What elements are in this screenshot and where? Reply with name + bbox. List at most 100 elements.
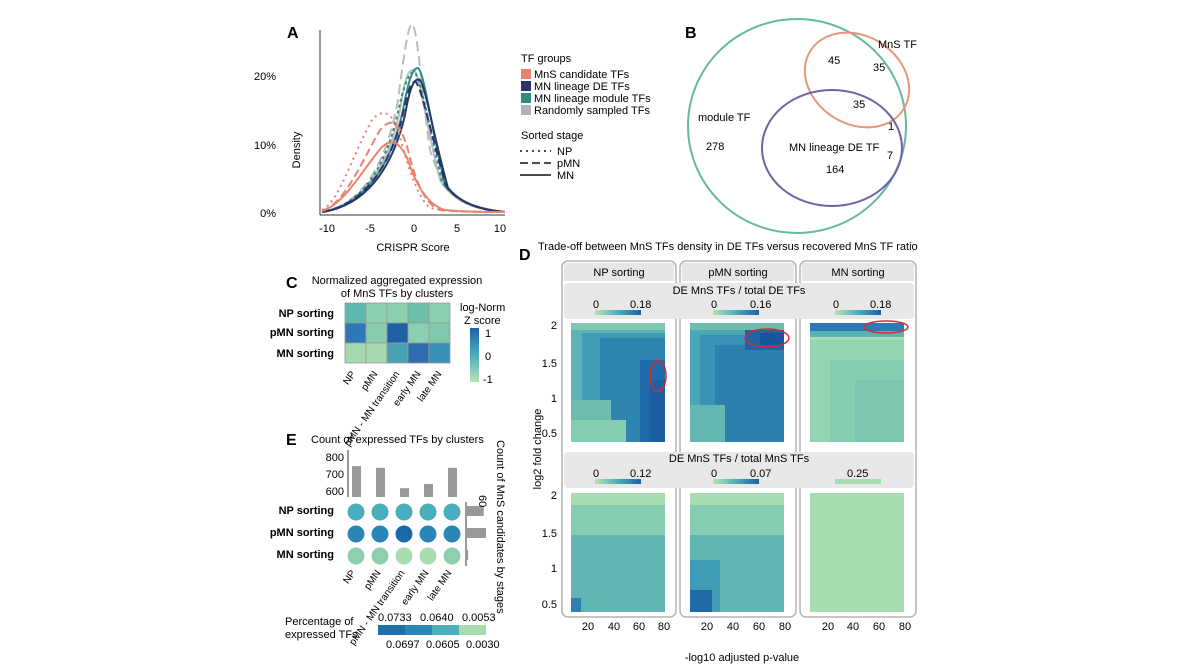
d-ytick: 1 xyxy=(551,393,557,405)
d-xtick: 40 xyxy=(847,621,859,633)
legend-swatch xyxy=(521,81,531,91)
facet-strip xyxy=(564,263,674,281)
facet-frame xyxy=(679,260,797,618)
panel-a-xlabel: CRISPR Score xyxy=(376,242,449,254)
scale-bar xyxy=(595,479,641,484)
panel-a-ytick: 20% xyxy=(254,71,276,83)
facet-strip xyxy=(802,263,914,281)
heatmap-legend-tick: 1 xyxy=(485,328,491,340)
facet-label: pMN sorting xyxy=(708,267,767,279)
dot-legend-tick: 0.0605 xyxy=(426,639,460,651)
heatmap-cell xyxy=(428,342,451,364)
heatmap-cell xyxy=(386,302,409,324)
side-tick: 60 xyxy=(476,495,488,507)
heatmap-cell xyxy=(344,322,367,344)
side-bar xyxy=(467,506,484,516)
tile-pmn-recovery xyxy=(690,493,784,612)
scale-tick: 0.16 xyxy=(750,299,771,311)
d-xtick: 40 xyxy=(608,621,620,633)
dot-row-label: pMN sorting xyxy=(270,527,334,539)
panel-c: C Normalized aggregated expression of Mn… xyxy=(270,275,505,449)
legend-groups-title: TF groups xyxy=(521,53,572,65)
legend-stage-label: MN xyxy=(557,170,574,182)
panel-c-title: of MnS TFs by clusters xyxy=(341,288,454,300)
curve-de-mn xyxy=(321,78,506,213)
panel-a-xtick: -10 xyxy=(319,223,335,235)
dot-legend-swatch xyxy=(378,625,405,635)
heatmap-cell xyxy=(365,342,388,364)
dot-legend-tick: 0.0697 xyxy=(386,639,420,651)
tile-np-density xyxy=(571,323,665,442)
dot-grid xyxy=(347,503,461,565)
panel-e-label: E xyxy=(286,432,297,449)
scale-bar xyxy=(835,310,881,315)
heatmap-row-label: MN sorting xyxy=(277,348,334,360)
side-bar xyxy=(467,550,469,560)
heatmap-cell xyxy=(428,302,451,324)
dot xyxy=(443,525,461,543)
dot-col-label: late MN xyxy=(426,568,455,603)
legend-group-label: MN lineage DE TFs xyxy=(534,81,630,93)
venn-count: 45 xyxy=(828,55,840,67)
heatmap-legend-tick: -1 xyxy=(483,374,493,386)
side-bars xyxy=(467,506,486,560)
scale-bar xyxy=(713,310,759,315)
venn-count: 35 xyxy=(853,99,865,111)
dot xyxy=(395,547,413,565)
venn-set-label: MnS TF xyxy=(878,39,917,51)
dot-legend-tick: 0.0733 xyxy=(378,612,412,624)
count-bar xyxy=(448,467,457,497)
facet-label: MN sorting xyxy=(831,267,884,279)
heatmap-row-label: pMN sorting xyxy=(270,327,334,339)
dot-legend-swatch xyxy=(405,625,432,635)
count-bar xyxy=(376,467,385,497)
dot xyxy=(371,503,389,521)
d-xtick: 80 xyxy=(899,621,911,633)
scale-tick: 0.18 xyxy=(870,299,891,311)
heatmap-legend-title: log-Norm xyxy=(460,302,505,314)
scale-tick: 0.07 xyxy=(750,468,771,480)
legend-stage-label: NP xyxy=(557,146,572,158)
scale-tick: 0 xyxy=(593,299,599,311)
panel-a-xtick: 0 xyxy=(411,223,417,235)
dot xyxy=(347,547,365,565)
panel-e-title: Count of expressed TFs by clusters xyxy=(311,434,484,446)
dot xyxy=(419,503,437,521)
heatmap-colorbar xyxy=(470,328,479,382)
dot xyxy=(371,547,389,565)
d-xtick: 60 xyxy=(753,621,765,633)
panel-a-ytick: 0% xyxy=(260,208,276,220)
dot-legend-title: Percentage of xyxy=(285,616,354,628)
legend-swatch xyxy=(521,105,531,115)
venn-module-circle xyxy=(687,18,907,234)
dot xyxy=(419,525,437,543)
panel-a-ylabel: Density xyxy=(291,131,303,168)
heatmap-cell xyxy=(365,302,388,324)
heatmap-grid xyxy=(344,302,451,364)
panel-d-xlabel: -log10 adjusted p-value xyxy=(685,652,799,664)
scale-bar xyxy=(835,479,881,484)
panel-d: D Trade-off between MnS TFs density in D… xyxy=(519,241,918,664)
heatmap-cell xyxy=(365,322,388,344)
d-xtick: 60 xyxy=(873,621,885,633)
heatmap-cell xyxy=(386,322,409,344)
legend-group-label: MnS candidate TFs xyxy=(534,69,630,81)
scale-tick: 0 xyxy=(833,299,839,311)
d-xtick: 40 xyxy=(727,621,739,633)
bar-group xyxy=(352,466,457,497)
bar-ytick: 800 xyxy=(326,452,344,464)
venn-mns-ellipse xyxy=(803,31,911,129)
dot-row-label: NP sorting xyxy=(279,505,334,517)
heatmap-cell xyxy=(407,302,430,324)
count-bar xyxy=(400,488,409,497)
legend-group-label: Randomly sampled TFs xyxy=(534,105,650,117)
dot-legend-tick: 0.0640 xyxy=(420,612,454,624)
panel-a-xtick: -5 xyxy=(365,223,375,235)
panel-a-label: A xyxy=(287,25,299,42)
facet-frame xyxy=(561,260,677,618)
venn-count: 7 xyxy=(887,150,893,162)
bar-ytick: 700 xyxy=(326,469,344,481)
panel-b-label: B xyxy=(685,25,697,42)
count-bar xyxy=(352,466,361,497)
